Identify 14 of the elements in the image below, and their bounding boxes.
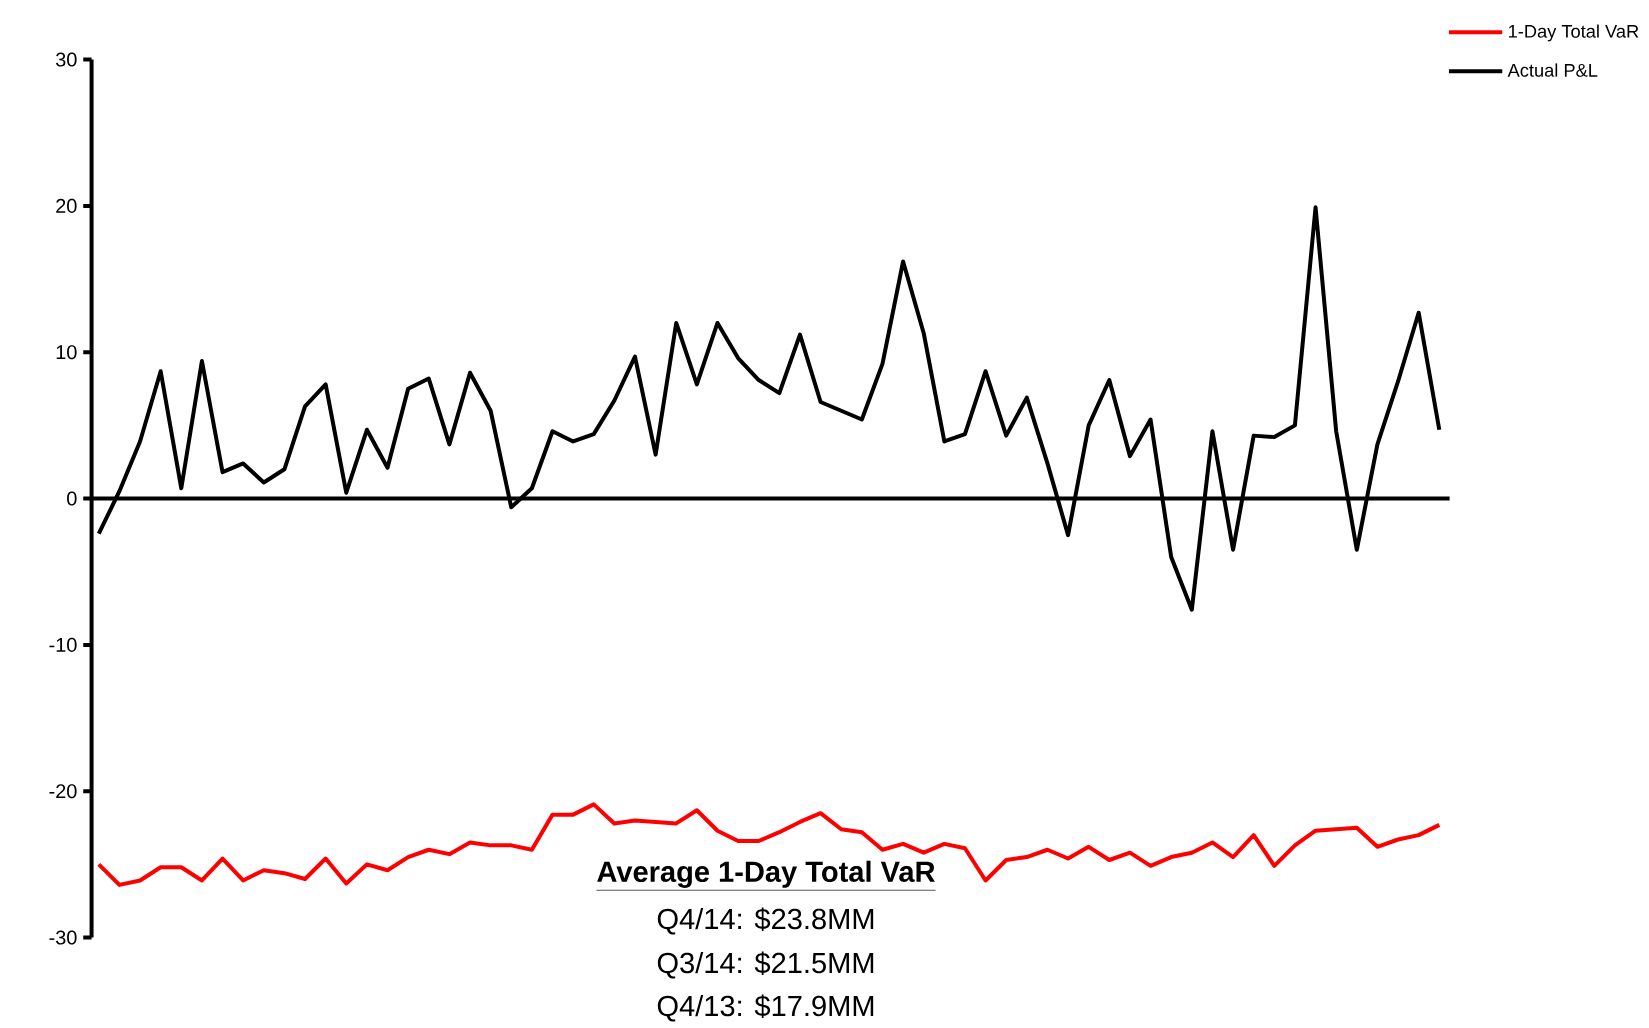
text: Q4/13: $17.9MM bbox=[657, 994, 874, 1022]
annotation: Q4/14: $23.8MM bbox=[657, 907, 874, 935]
annotation: Average 1-Day Total VaR bbox=[597, 860, 935, 888]
y-tick-label: 20 bbox=[56, 198, 77, 213]
legend-label: Actual P&L bbox=[1507, 63, 1598, 77]
line-series bbox=[96, 802, 1442, 887]
legend-label: 1-Day Total VaR bbox=[1508, 24, 1639, 42]
y-tick-label: -10 bbox=[49, 637, 77, 652]
y-tick-label: -20 bbox=[49, 784, 77, 799]
y-tick-label: 30 bbox=[55, 52, 77, 67]
text: Q3/14: $21.5MM bbox=[657, 951, 874, 979]
y-tick-label: 10 bbox=[56, 345, 77, 360]
y-tick-label: -30 bbox=[49, 930, 77, 945]
y-tick-label: 0 bbox=[67, 491, 77, 506]
